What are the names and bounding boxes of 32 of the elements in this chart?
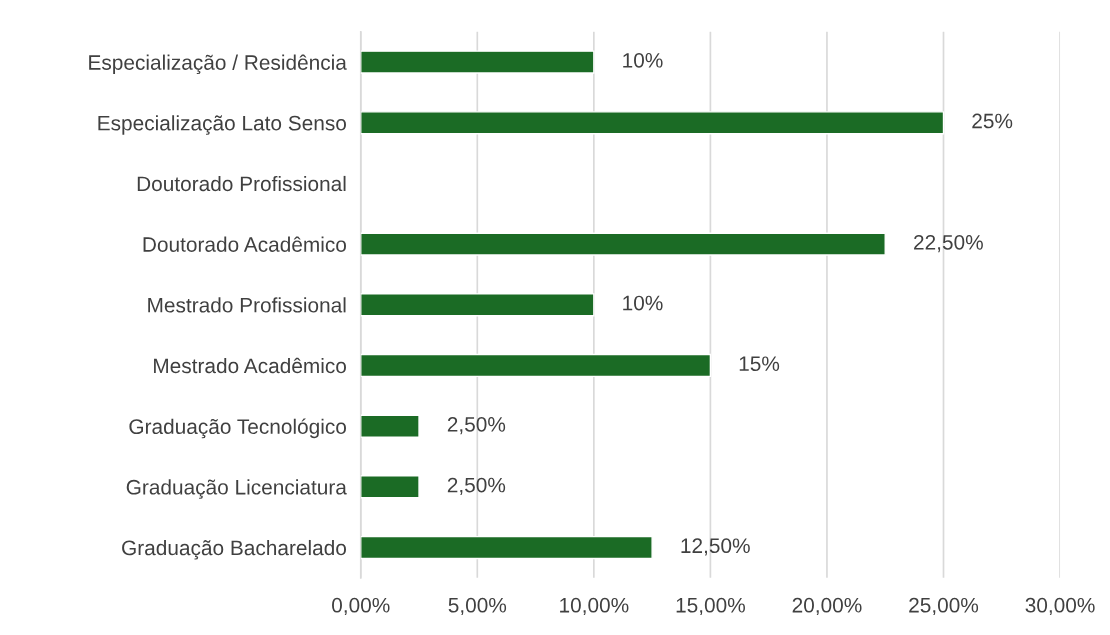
bar [360, 353, 712, 378]
y-tick-label: Graduação Tecnológico [129, 418, 346, 439]
bar [360, 111, 945, 135]
x-tick-label: 20,00% [792, 597, 862, 616]
bar [360, 414, 420, 438]
data-label: 10% [623, 52, 663, 68]
data-label: 12,50% [681, 538, 750, 556]
x-tick-label: 15,00% [676, 597, 745, 616]
x-tick-label: 5,00% [448, 597, 507, 616]
x-tick-label: 25,00% [909, 597, 979, 616]
bar [360, 232, 886, 256]
bar [360, 50, 595, 74]
y-tick-label: Especialização / Residência [89, 54, 347, 75]
data-label: 25% [972, 113, 1013, 129]
y-tick-label: Mestrado Acadêmico [154, 357, 346, 374]
x-tick-label: 0,00% [332, 597, 390, 616]
data-label: 2,50% [447, 477, 506, 495]
x-tick-label: 10,00% [560, 597, 629, 616]
bar [360, 535, 653, 560]
data-label: 15% [739, 356, 780, 372]
y-tick-label: Doutorado Profissional [137, 175, 346, 192]
x-tick-label: 30,00% [1025, 597, 1095, 616]
bar [360, 293, 595, 317]
y-tick-label: Doutorado Acadêmico [143, 236, 346, 252]
data-label: 22,50% [914, 234, 983, 253]
bar [360, 475, 420, 499]
y-tick-label: Graduação Licenciatura [126, 479, 347, 499]
y-tick-label: Mestrado Profissional [148, 297, 346, 313]
data-label: 10% [623, 295, 663, 311]
data-label: 2,50% [447, 417, 506, 435]
y-tick-label: Especialização Lato Senso [98, 115, 346, 135]
y-tick-label: Graduação Bacharelado [122, 539, 346, 560]
